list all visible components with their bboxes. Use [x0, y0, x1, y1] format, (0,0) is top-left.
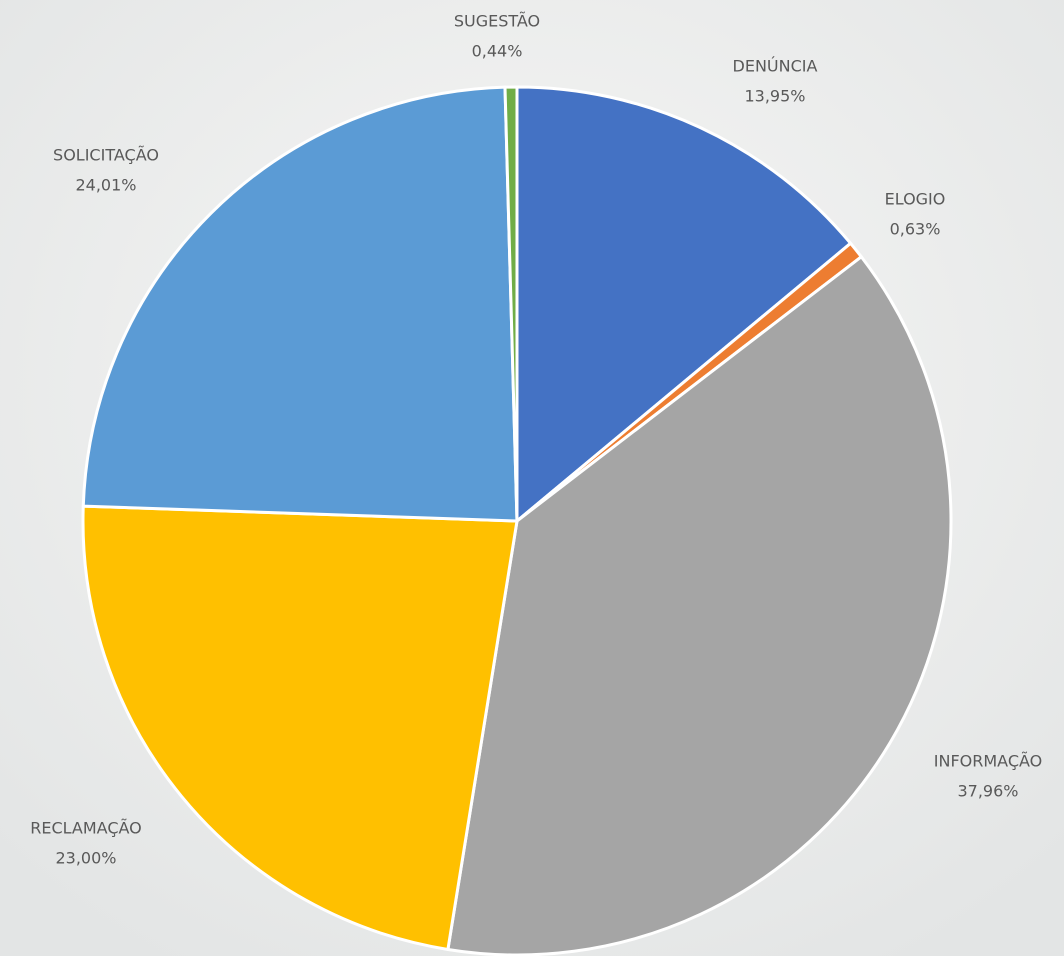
pie-slice	[446, 255, 953, 956]
slice-value-label: 13,95%	[744, 87, 805, 106]
slice-value-label: 37,96%	[957, 782, 1018, 801]
pie-slice	[515, 85, 853, 523]
pie-slice	[81, 504, 519, 951]
slice-category-label: DENÚNCIA	[733, 57, 818, 76]
slice-category-label: ELOGIO	[885, 190, 946, 209]
slice-category-label: RECLAMAÇÃO	[30, 819, 142, 838]
slice-category-label: SOLICITAÇÃO	[53, 146, 159, 165]
pie-slice	[503, 85, 519, 523]
slice-category-label: INFORMAÇÃO	[934, 752, 1043, 771]
slice-value-label: 0,44%	[472, 42, 523, 61]
slice-category-label: SUGESTÃO	[454, 12, 540, 31]
slice-value-label: 0,63%	[890, 220, 941, 239]
slice-value-label: 23,00%	[55, 849, 116, 868]
pie-slice	[81, 85, 519, 523]
slice-value-label: 24,01%	[75, 176, 136, 195]
